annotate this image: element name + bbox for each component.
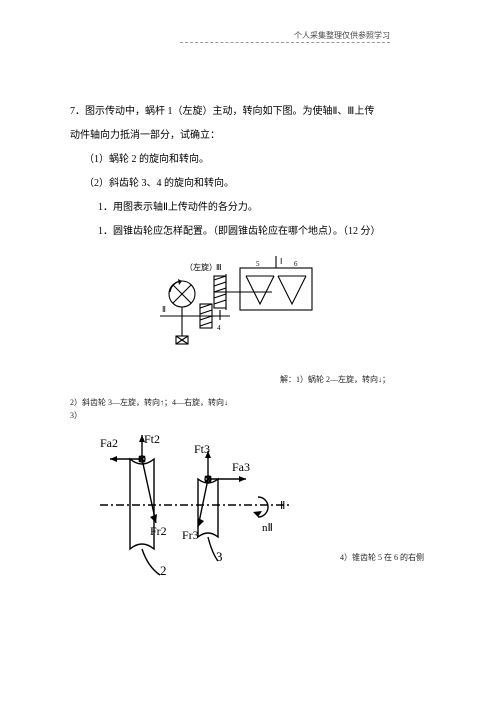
para-line-2: 动件轴向力抵消一部分，试确立： — [70, 124, 430, 148]
document-body: 7．图示传动中，蜗杆 1（左旋）主动，转向如下图。为使轴Ⅱ、Ⅲ上传 动件轴向力抵… — [70, 100, 430, 587]
figure-1: （左旋） Ⅲ Ⅱ Ⅰ 5 6 4 — [160, 254, 430, 364]
answer-4: 4）锥齿轮 5 在 6 的右侧 — [340, 548, 424, 567]
figure-2: Fa2 Ft2 Fr2 Ft3 Fa3 Fr3 2 3 Ⅱ nⅡ — [90, 427, 300, 587]
figure-1-svg: （左旋） Ⅲ Ⅱ Ⅰ 5 6 4 — [160, 254, 360, 354]
fig2-Fr2: Fr2 — [150, 524, 167, 538]
fig2-label-2: 2 — [160, 563, 167, 577]
answer-2b: 3） — [70, 410, 430, 423]
page: 个人采集整理仅供参照学习 7．图示传动中，蜗杆 1（左旋）主动，转向如下图。为使… — [0, 0, 500, 707]
para-line-3: （1）蜗轮 2 的旋向和转向。 — [70, 148, 430, 172]
fig1-label-III: Ⅲ — [216, 263, 222, 272]
answer-2a: 2）斜齿轮 3—左旋，转向↑；4—右旋，转向↓ — [70, 397, 430, 410]
fig2-Ft3: Ft3 — [194, 442, 210, 456]
para-line-5: 1．用图表示轴Ⅱ上传动件的各分力。 — [70, 196, 430, 220]
header-underline — [180, 42, 390, 44]
para-line-6: 1．圆锥齿轮应怎样配置。（即圆锥齿轮应在哪个地点）。（12 分） — [70, 220, 430, 244]
fig1-label-5: 5 — [256, 260, 260, 268]
fig2-Fr3: Fr3 — [182, 528, 199, 542]
answer-1: 解：1）蜗轮 2—左旋，转向↓； — [70, 370, 390, 389]
fig2-label-3: 3 — [216, 549, 223, 564]
header-watermark: 个人采集整理仅供参照学习 — [294, 30, 390, 41]
fig2-label-nII: nⅡ — [262, 522, 273, 534]
fig2-Ft2: Ft2 — [144, 432, 160, 446]
figure-2-row: Fa2 Ft2 Fr2 Ft3 Fa3 Fr3 2 3 Ⅱ nⅡ 4）锥齿轮 5… — [70, 427, 430, 587]
fig1-label-II: Ⅱ — [162, 305, 166, 314]
answer-2-block: 2）斜齿轮 3—左旋，转向↑；4—右旋，转向↓ 3） — [70, 397, 430, 423]
fig1-label-I: Ⅰ — [280, 257, 282, 266]
fig1-label-6: 6 — [294, 260, 298, 268]
fig2-label-II: Ⅱ — [280, 500, 285, 512]
para-line-4: （2）斜齿轮 3、4 的旋向和转向。 — [70, 172, 430, 196]
para-line-1: 7．图示传动中，蜗杆 1（左旋）主动，转向如下图。为使轴Ⅱ、Ⅲ上传 — [70, 100, 430, 124]
figure-2-svg: Fa2 Ft2 Fr2 Ft3 Fa3 Fr3 2 3 Ⅱ nⅡ — [90, 427, 300, 577]
fig1-label-4: 4 — [217, 324, 221, 332]
fig1-label-leftrot: （左旋） — [185, 262, 217, 272]
fig2-Fa2: Fa2 — [100, 436, 118, 450]
fig2-Fa3: Fa3 — [232, 460, 250, 474]
